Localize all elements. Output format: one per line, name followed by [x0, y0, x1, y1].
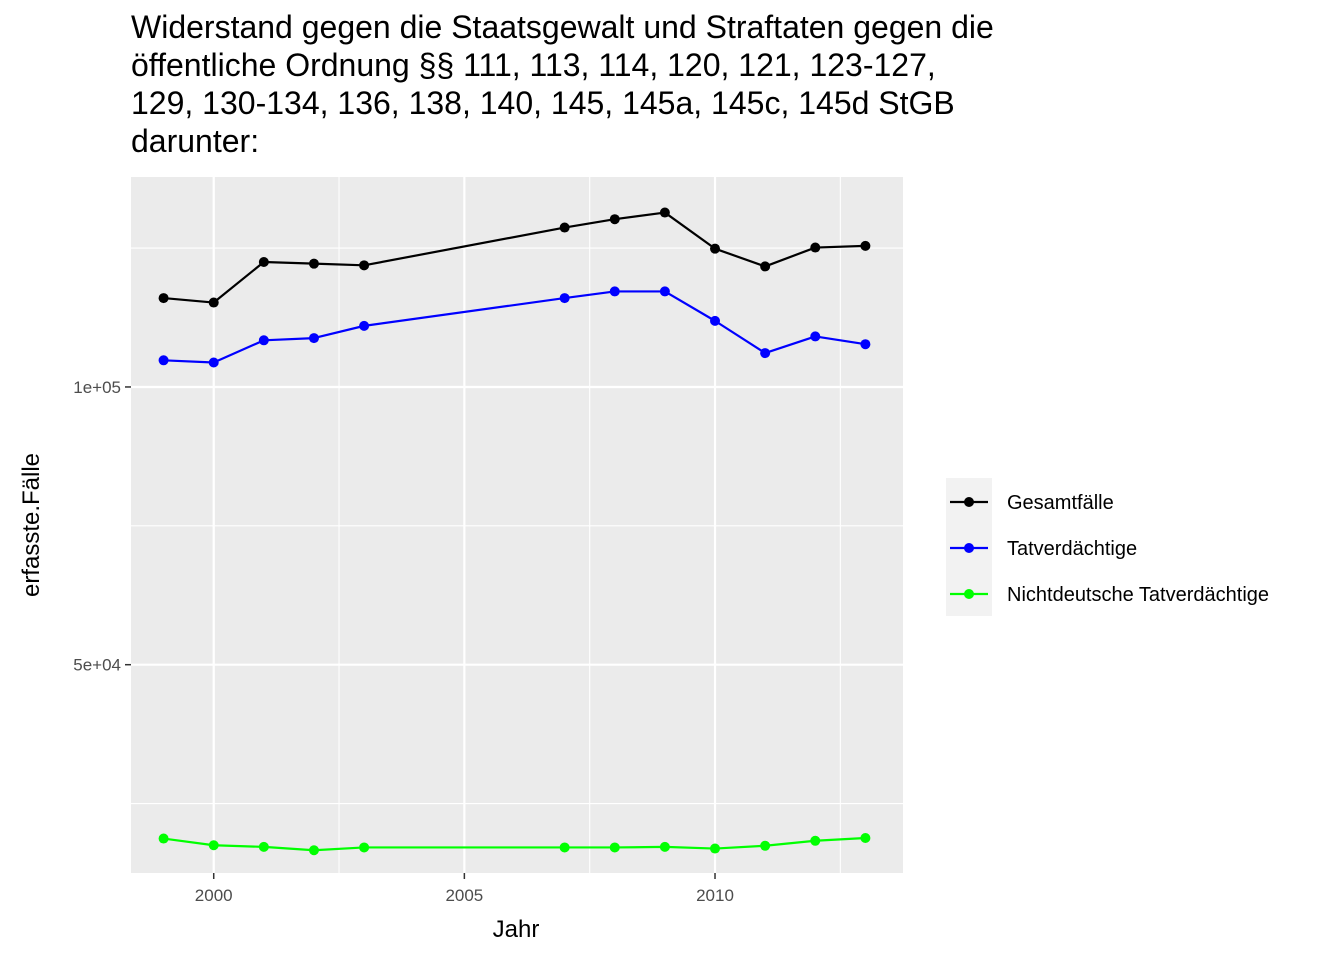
data-point: [308, 845, 319, 856]
data-point: [559, 842, 570, 853]
series-layer: [158, 207, 871, 856]
axis-layer: 2000 2005 2010 5e+04 1e+05: [73, 378, 734, 905]
plot-panel: [131, 177, 903, 873]
legend-label: Gesamtfälle: [1007, 492, 1114, 514]
legend-label: Tatverdächtige: [1007, 538, 1137, 560]
x-tick-label: 2000: [195, 886, 233, 905]
data-point: [810, 331, 821, 342]
data-point: [659, 841, 670, 852]
data-point: [860, 833, 871, 844]
chart-title-line: darunter:: [131, 123, 260, 159]
series-line: [163, 211, 866, 304]
data-point: [359, 260, 370, 271]
data-point: [359, 842, 370, 853]
series-line: [163, 836, 866, 852]
chart-title-line: öffentliche Ordnung §§ 111, 113, 114, 12…: [131, 47, 936, 83]
data-point: [860, 240, 871, 251]
data-point: [810, 835, 821, 846]
data-point: [609, 842, 620, 853]
y-tick-label: 1e+05: [73, 378, 121, 397]
data-point: [359, 320, 370, 331]
chart-title-line: 129, 130-134, 136, 138, 140, 145, 145a, …: [131, 85, 955, 121]
data-point: [710, 843, 721, 854]
data-point: [559, 222, 570, 233]
data-point: [208, 297, 219, 308]
legend-key-point: [964, 543, 974, 553]
legend-label: Nichtdeutsche Tatverdächtige: [1007, 584, 1269, 606]
y-axis-title: erfasste.Fälle: [18, 453, 45, 597]
chart-title: Widerstand gegen die Staatsgewalt und St…: [131, 8, 1131, 160]
data-point: [760, 348, 771, 359]
data-point: [308, 258, 319, 269]
data-point: [810, 242, 821, 253]
data-point: [760, 261, 771, 272]
chart-title-line: Widerstand gegen die Staatsgewalt und St…: [131, 9, 994, 45]
series-line: [163, 290, 866, 364]
x-axis-title: Jahr: [493, 916, 540, 943]
data-point: [609, 286, 620, 297]
data-point: [258, 256, 269, 267]
data-point: [609, 214, 620, 225]
data-point: [208, 357, 219, 368]
data-point: [308, 333, 319, 344]
x-tick-label: 2010: [696, 886, 734, 905]
legend-key-point: [964, 589, 974, 599]
data-point: [559, 293, 570, 304]
y-tick-label: 5e+04: [73, 656, 121, 675]
data-point: [258, 335, 269, 346]
data-point: [860, 339, 871, 350]
data-point: [659, 286, 670, 297]
data-point: [258, 841, 269, 852]
data-point: [208, 840, 219, 851]
grid-layer: [131, 177, 903, 873]
legend: Gesamtfälle Tatverdächtige Nichtdeutsche T…: [946, 478, 1269, 616]
data-point: [710, 243, 721, 254]
data-point: [158, 293, 169, 304]
data-point: [710, 315, 721, 326]
x-tick-label: 2005: [445, 886, 483, 905]
data-point: [659, 207, 670, 218]
legend-key-point: [964, 497, 974, 507]
data-point: [158, 833, 169, 844]
data-point: [158, 355, 169, 366]
data-point: [760, 840, 771, 851]
